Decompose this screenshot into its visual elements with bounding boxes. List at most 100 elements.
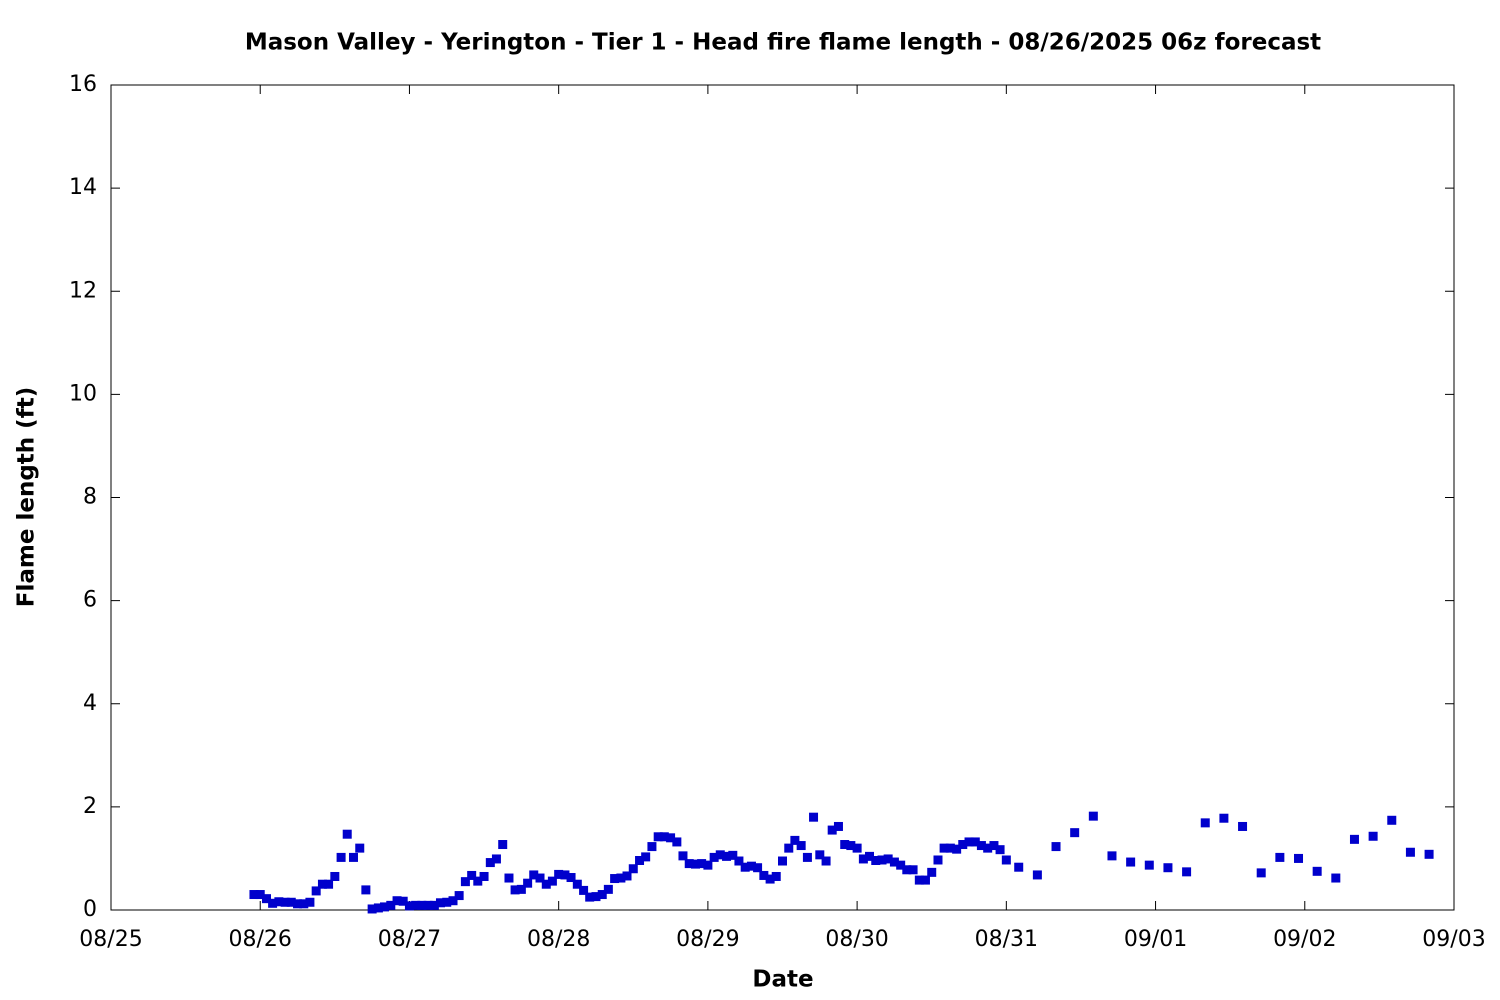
point (554, 869, 564, 879)
chart-title: Mason Valley - Yerington - Tier 1 - Head… (245, 30, 1321, 56)
point (336, 852, 346, 862)
x-tick-label: 08/31 (975, 927, 1038, 952)
point (691, 859, 701, 869)
point (678, 851, 688, 861)
point (342, 829, 352, 839)
point (622, 871, 632, 881)
point (411, 900, 421, 910)
point (920, 875, 930, 885)
point (659, 832, 669, 842)
y-tick-label: 2 (83, 794, 97, 819)
point (1312, 866, 1322, 876)
point (809, 812, 819, 822)
y-tick-label: 8 (83, 485, 97, 510)
point (330, 871, 340, 881)
point (703, 860, 713, 870)
x-tick-label: 08/25 (79, 927, 142, 952)
y-tick-label: 0 (83, 897, 97, 922)
point (989, 841, 999, 851)
point (373, 903, 383, 913)
point (454, 891, 464, 901)
point (840, 840, 850, 850)
point (653, 832, 663, 842)
plot-frame (110, 84, 1455, 911)
point (628, 864, 638, 874)
point (535, 873, 545, 883)
point (1126, 857, 1136, 867)
point (852, 843, 862, 853)
point (790, 835, 800, 845)
point (877, 855, 887, 865)
point (1405, 847, 1415, 857)
point (473, 876, 483, 886)
point (964, 837, 974, 847)
point (566, 873, 576, 883)
point (1163, 863, 1173, 873)
point (579, 885, 589, 895)
point (597, 890, 607, 900)
point (429, 900, 439, 910)
y-axis-label: Flame length (ft) (14, 387, 40, 607)
point (1107, 851, 1117, 861)
point (268, 898, 278, 908)
point (1368, 831, 1378, 841)
point (765, 874, 775, 884)
x-tick-label: 09/03 (1422, 927, 1485, 952)
x-tick-label: 08/26 (229, 927, 292, 952)
point (255, 890, 265, 900)
x-tick-label: 08/28 (527, 927, 590, 952)
point (1144, 860, 1154, 870)
point (591, 892, 601, 902)
point (908, 865, 918, 875)
point (398, 896, 408, 906)
point (1275, 852, 1285, 862)
point (1256, 868, 1266, 878)
point (666, 833, 676, 843)
point (516, 884, 526, 894)
point (647, 842, 657, 852)
point (970, 837, 980, 847)
point (523, 878, 533, 888)
point (467, 870, 477, 880)
x-axis-label: Date (752, 967, 813, 993)
y-tick-label: 16 (69, 72, 97, 97)
point (1294, 853, 1304, 863)
point (529, 870, 539, 880)
y-tick-label: 10 (69, 381, 97, 406)
point (317, 879, 327, 889)
point (1387, 815, 1397, 825)
x-tick-label: 08/27 (378, 927, 441, 952)
point (293, 899, 303, 909)
point (1219, 813, 1229, 823)
point (945, 843, 955, 853)
point (753, 863, 763, 873)
point (286, 897, 296, 907)
point (796, 841, 806, 851)
point (672, 837, 682, 847)
point (560, 870, 570, 880)
point (610, 874, 620, 884)
point (547, 876, 557, 886)
point (280, 897, 290, 907)
point (417, 900, 427, 910)
point (833, 821, 843, 831)
point (572, 879, 582, 889)
point (361, 885, 371, 895)
point (858, 854, 868, 864)
point (734, 856, 744, 866)
point (958, 840, 968, 850)
point (603, 884, 613, 894)
point (883, 854, 893, 864)
point (635, 856, 645, 865)
point (759, 870, 769, 880)
point (983, 843, 993, 853)
point (435, 898, 445, 908)
point (1331, 873, 1341, 883)
point (684, 859, 694, 869)
point (1001, 855, 1011, 865)
point (1032, 870, 1042, 880)
point (697, 859, 707, 869)
point (1200, 818, 1210, 828)
y-tick-label: 14 (69, 175, 97, 200)
point (504, 873, 514, 883)
